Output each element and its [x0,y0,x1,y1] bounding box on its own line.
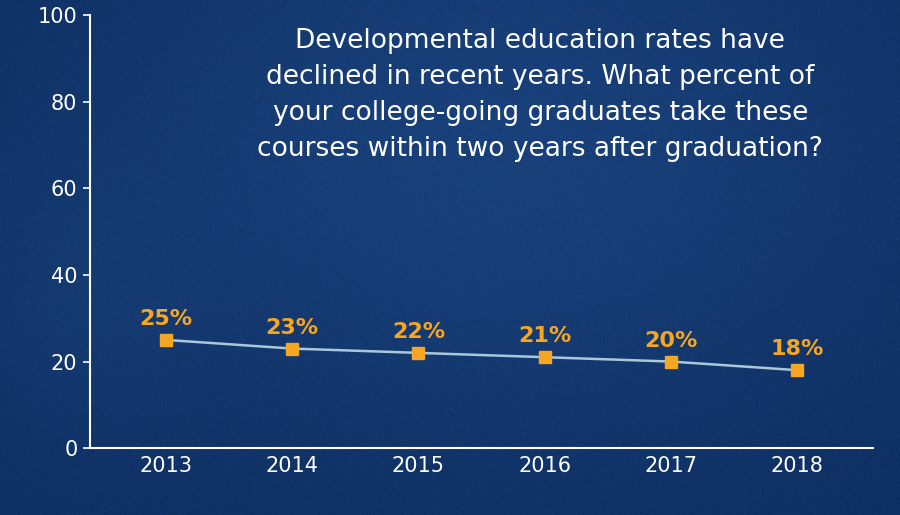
Text: 20%: 20% [644,331,698,351]
Text: 23%: 23% [266,318,319,338]
Text: 25%: 25% [140,309,193,329]
Text: 21%: 21% [518,327,572,347]
Text: 22%: 22% [392,322,445,342]
Text: 18%: 18% [770,339,824,359]
Text: Developmental education rates have
declined in recent years. What percent of
you: Developmental education rates have decli… [257,28,824,162]
